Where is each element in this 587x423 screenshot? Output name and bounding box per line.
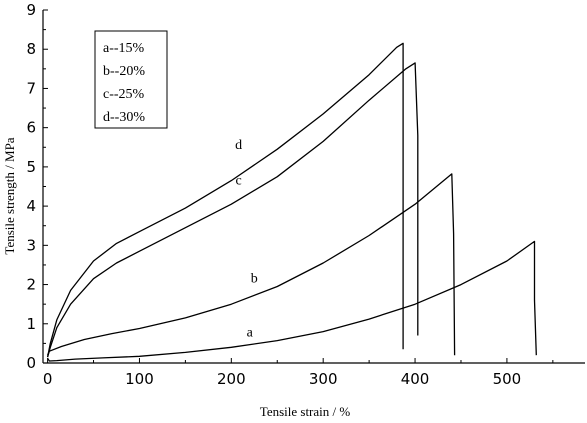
y-tick-label: 7 [26, 79, 36, 97]
y-tick-label: 4 [26, 197, 36, 215]
series-line-a [47, 240, 537, 362]
x-tick-label: 500 [493, 370, 522, 388]
y-tick-label: 3 [26, 236, 36, 254]
y-tick-label: 8 [26, 40, 36, 58]
x-tick-label: 200 [217, 370, 246, 388]
y-tick-label: 5 [26, 158, 36, 176]
y-tick-label: 0 [26, 354, 36, 372]
legend-entry-d: d--30% [103, 110, 145, 125]
x-tick-label: 100 [125, 370, 154, 388]
curve-label-a: a [247, 325, 254, 340]
legend-entry-b: b--20% [103, 64, 145, 79]
series-line-c [46, 62, 419, 358]
curve-label-d: d [235, 138, 242, 153]
y-tick-label: 9 [26, 1, 36, 19]
x-tick-label: 300 [309, 370, 338, 388]
series-group: a b c d [46, 42, 537, 362]
series-line-b [47, 173, 456, 356]
legend-box [94, 30, 168, 129]
y-tick-label: 1 [26, 315, 36, 333]
x-axis-title: Tensile strain / % [260, 404, 351, 419]
x-tick-label: 0 [43, 370, 53, 388]
legend-entry-a: a--15% [103, 41, 145, 56]
y-tick-label: 2 [26, 276, 36, 294]
curve-label-b: b [251, 272, 258, 287]
axes: 0 1 2 3 4 5 6 7 8 9 0 100 200 300 400 500 [26, 1, 585, 388]
series-line-d [46, 42, 404, 358]
curve-label-c: c [236, 174, 242, 189]
y-axis-title: Tensile strength / MPa [2, 137, 17, 254]
legend-entry-c: c--25% [103, 87, 145, 102]
y-tick-label: 6 [26, 119, 36, 137]
x-tick-label: 400 [401, 370, 430, 388]
legend: a--15% b--20% c--25% d--30% [94, 30, 168, 129]
